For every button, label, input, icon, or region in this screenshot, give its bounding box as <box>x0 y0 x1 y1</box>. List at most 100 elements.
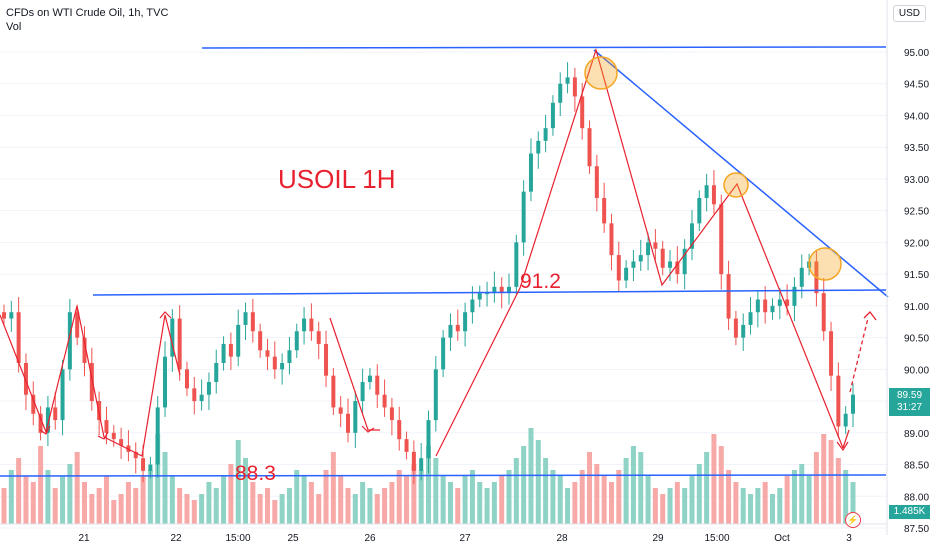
candle-body <box>111 432 116 440</box>
volume-bar <box>608 482 614 524</box>
right-circle <box>808 247 842 281</box>
volume-bar <box>491 482 497 524</box>
volume-bar <box>418 470 424 524</box>
x-tick-label: 27 <box>459 533 471 544</box>
volume-bar <box>206 482 212 524</box>
candle-body <box>843 413 848 427</box>
candle-body <box>785 299 790 306</box>
x-tick-label: 26 <box>364 533 376 544</box>
candle-body <box>455 324 460 332</box>
volume-bar <box>543 458 549 524</box>
volume-bar <box>374 494 380 524</box>
volume-bar <box>704 452 710 524</box>
candle-body <box>163 356 168 408</box>
y-tick-label: 88.50 <box>904 461 929 472</box>
volume-bar <box>301 476 307 524</box>
volume-bar <box>111 500 117 524</box>
candle-body <box>302 318 307 332</box>
candle-body <box>243 312 248 325</box>
candle-body <box>60 369 65 421</box>
candle-body <box>668 261 673 268</box>
candle-body <box>675 261 680 275</box>
arrowhead-1 <box>39 425 51 435</box>
volume-bar <box>440 476 446 524</box>
candle-body <box>324 343 329 376</box>
volume-bar <box>250 482 256 524</box>
volume-bar <box>243 458 249 524</box>
x-tick-label: 28 <box>556 533 568 544</box>
candle-body <box>404 439 409 452</box>
volume-bar <box>601 476 607 524</box>
candle-body <box>199 394 204 402</box>
volume-bar <box>506 470 512 524</box>
volume-bar <box>499 476 505 524</box>
y-tick-label: 92.50 <box>904 207 929 218</box>
top-circle <box>584 56 618 90</box>
candle-body <box>316 331 321 344</box>
candle-body <box>631 261 636 268</box>
volume-bar <box>748 494 754 524</box>
volume-bar <box>477 482 483 524</box>
x-tick-label: 29 <box>652 533 664 544</box>
candle-body <box>411 451 416 471</box>
candle-body <box>82 337 87 363</box>
volume-bar <box>352 494 358 524</box>
volume-bar <box>638 452 644 524</box>
candle-body <box>53 407 58 421</box>
volume-bar <box>513 458 519 524</box>
volume-bar <box>125 482 131 524</box>
candle-body <box>543 128 548 141</box>
candle-body <box>294 331 299 351</box>
y-tick-label: 94.50 <box>904 80 929 91</box>
volume-bar <box>1 488 7 524</box>
candle-body <box>799 267 804 287</box>
last-price-value: 89.59 <box>896 390 923 401</box>
candle-body <box>192 388 197 402</box>
volume-bar <box>777 488 783 524</box>
candle-body <box>67 312 72 370</box>
currency-button[interactable]: USD <box>892 5 926 22</box>
volume-bar <box>360 482 366 524</box>
volume-bar <box>550 470 556 524</box>
volume-bar <box>264 488 270 524</box>
volume-bar <box>784 476 790 524</box>
candle-body <box>558 83 563 103</box>
candle-body <box>770 305 775 313</box>
candle-body <box>689 223 694 249</box>
candle-body <box>119 439 124 446</box>
candle-body <box>711 185 716 205</box>
candle-body <box>536 140 541 154</box>
volume-bar <box>799 464 805 524</box>
zigzag-left <box>0 305 181 457</box>
volume-bar <box>82 482 88 524</box>
volume-bar <box>755 488 761 524</box>
y-tick-label: 93.50 <box>904 143 929 154</box>
volume-bar <box>294 470 300 524</box>
candle-body <box>594 166 599 198</box>
candle-body <box>719 204 724 275</box>
candle-body <box>360 382 365 402</box>
volume-bar <box>455 488 461 524</box>
volume-bar <box>806 476 812 524</box>
volume-bar <box>623 458 629 524</box>
volume-bar <box>433 458 439 524</box>
volume-bar <box>572 482 578 524</box>
volume-bar <box>8 470 14 524</box>
mid-circle <box>723 172 749 198</box>
flash-icon[interactable]: ⚡ <box>845 512 861 528</box>
volume-bar <box>696 464 702 524</box>
volume-bar <box>535 440 541 524</box>
x-tick-label: Oct <box>774 533 790 544</box>
candle-body <box>382 394 387 408</box>
volume-bar <box>821 434 827 524</box>
y-tick-label: 91.00 <box>904 302 929 313</box>
candle-body <box>148 464 153 471</box>
x-tick-label: 15:00 <box>704 533 729 544</box>
volume-bar <box>791 470 797 524</box>
volume-bar <box>345 488 351 524</box>
candle-body <box>653 242 658 249</box>
projection-dashed-arrow <box>849 317 869 393</box>
candle-body <box>375 375 380 395</box>
volume-bar <box>74 452 80 524</box>
